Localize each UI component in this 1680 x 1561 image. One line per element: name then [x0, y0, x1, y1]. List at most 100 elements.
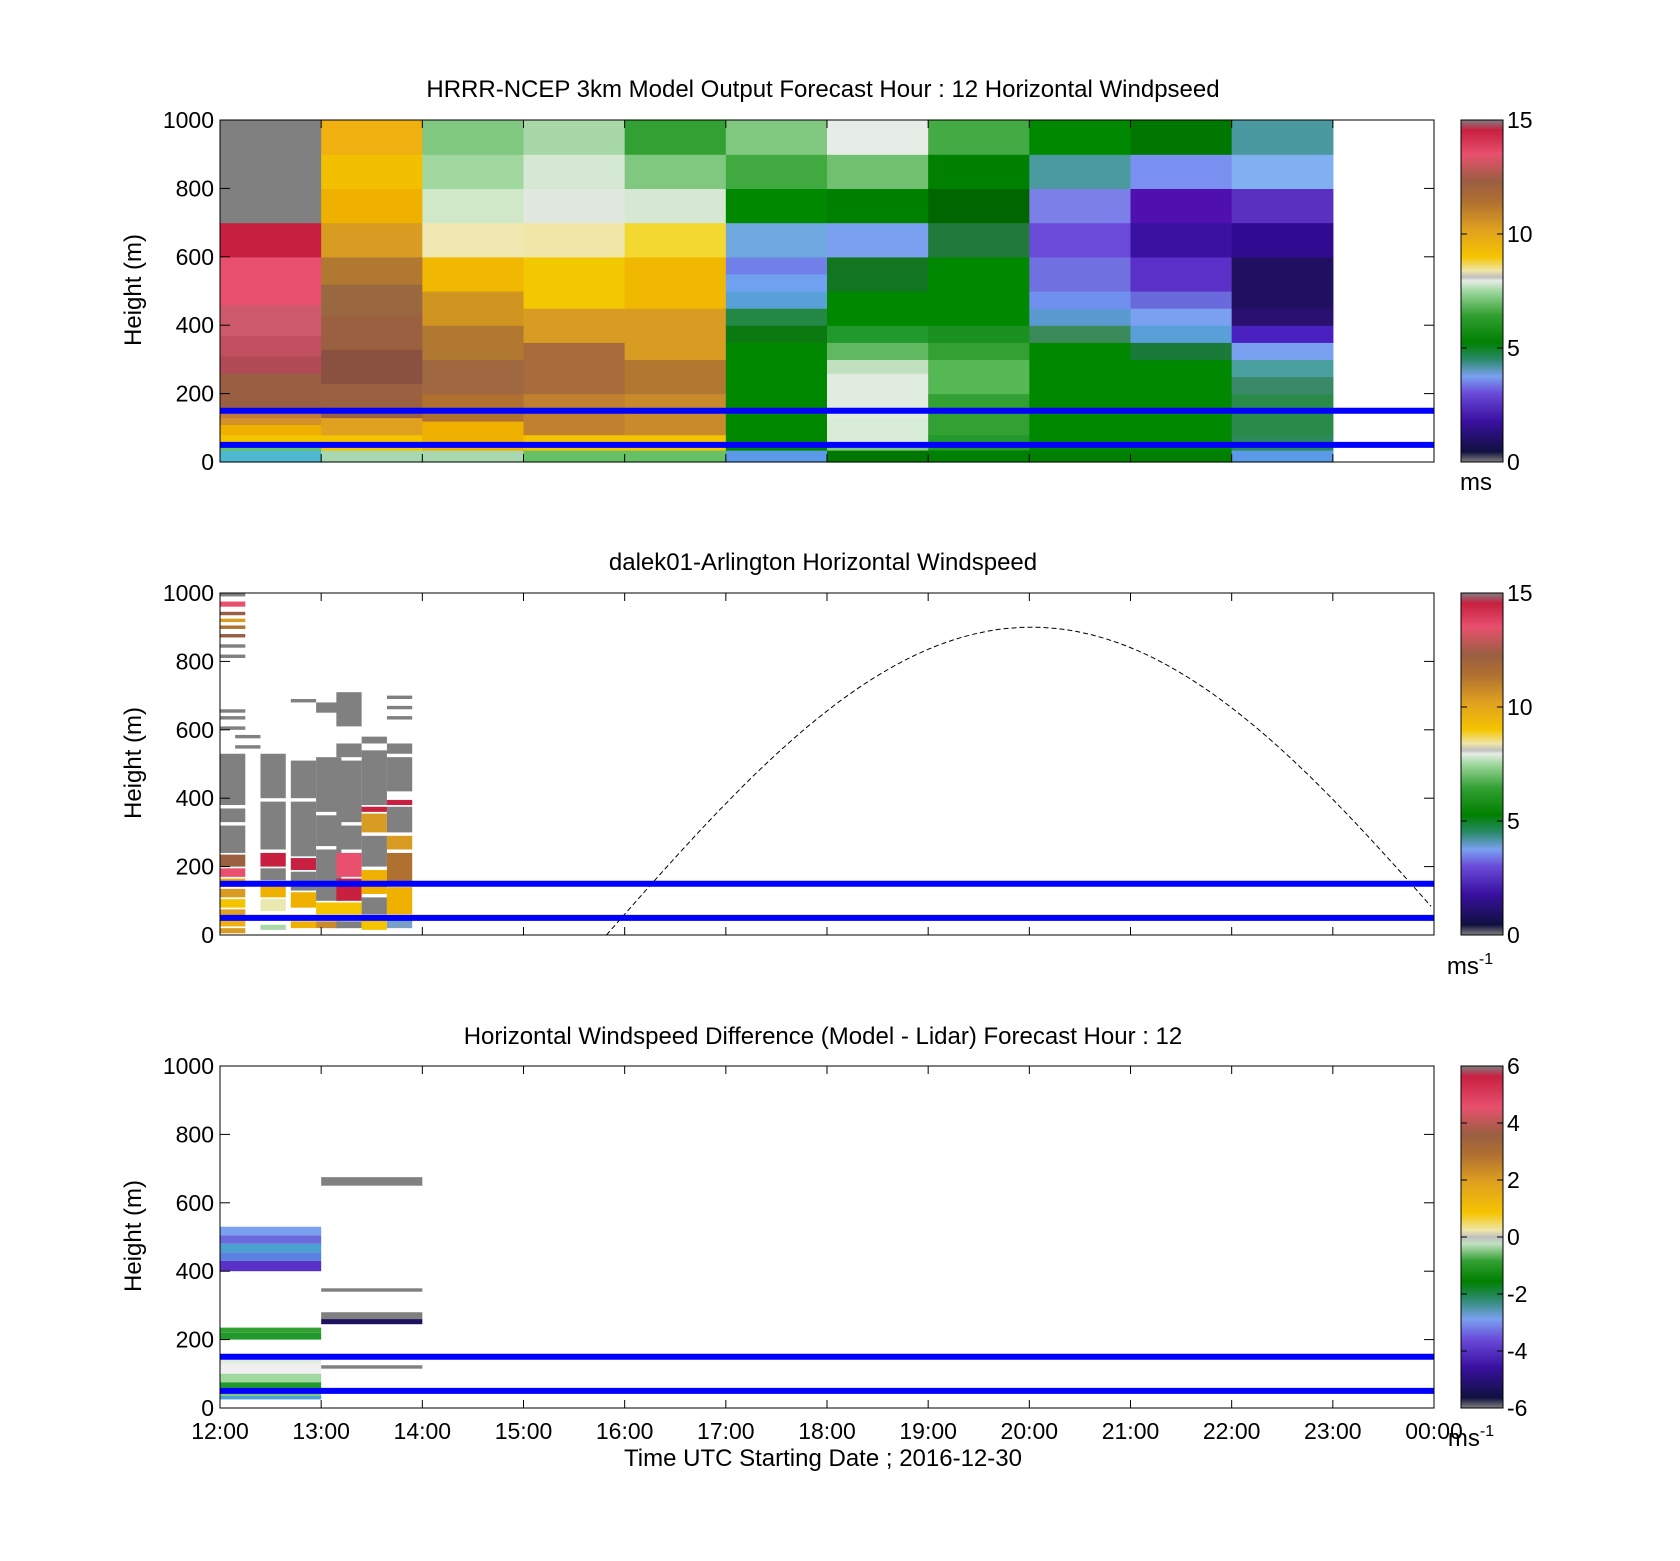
heatmap-cell: [1130, 308, 1233, 326]
lidar-gate: [220, 625, 246, 629]
lidar-gate: [220, 726, 246, 730]
heatmap-cell: [220, 424, 322, 436]
heatmap-cell: [1130, 154, 1233, 189]
heatmap-cell: [321, 314, 423, 350]
heatmap-cell: [624, 120, 727, 155]
lidar-gate: [290, 760, 317, 799]
lidar-gate: [260, 801, 286, 850]
x-tick-label: 19:00: [899, 1418, 957, 1444]
lidar-gate: [220, 593, 246, 597]
heatmap-cell: [928, 222, 1030, 258]
x-tick-label: 17:00: [697, 1418, 755, 1444]
difference-cell: [321, 1365, 423, 1369]
lidar-gate: [220, 716, 246, 720]
lidar-gate: [260, 899, 286, 912]
lidar-gate: [220, 909, 246, 917]
y-tick-label: 200: [176, 381, 214, 407]
lidar-gate: [336, 921, 362, 929]
heatmap-cell: [321, 120, 423, 155]
panel-model: HRRR-NCEP 3km Model Output Forecast Hour…: [120, 76, 1533, 496]
heatmap-cell: [1029, 308, 1132, 326]
y-tick-label: 0: [201, 1395, 214, 1421]
solar-elevation-curve: [606, 626, 1432, 936]
y-tick-label: 400: [176, 1258, 214, 1284]
heatmap-cell: [624, 256, 727, 309]
heatmap-cell: [928, 154, 1030, 189]
heatmap-cell: [928, 188, 1030, 224]
heatmap-cell: [1029, 291, 1132, 309]
heatmap-cell: [1130, 188, 1233, 224]
panel-lidar: dalek01-Arlington Horizontal Windspeed 0…: [120, 549, 1533, 980]
difference-cell: [220, 1226, 322, 1236]
heatmap-cell: [523, 154, 626, 189]
panel-difference-colorbar: -6 -4 -2 0 2 4 6: [1460, 1053, 1528, 1421]
lidar-gate: [220, 654, 246, 658]
y-tick-label: 200: [176, 854, 214, 880]
heatmap-cell: [928, 325, 1030, 343]
heatmap-cell: [321, 188, 423, 224]
difference-cell: [321, 1288, 423, 1292]
colorbar-tick-label: 10: [1507, 221, 1533, 247]
heatmap-cell: [725, 222, 828, 258]
lidar-gate: [220, 634, 246, 638]
lidar-gate: [386, 743, 413, 754]
panel-lidar-colorbar-unit-base: ms: [1447, 953, 1479, 980]
colorbar-tick-label: 15: [1507, 580, 1533, 606]
x-tick-label: 20:00: [1001, 1418, 1059, 1444]
heatmap-cell: [422, 222, 525, 258]
heatmap-cell: [1029, 154, 1132, 189]
y-tick-label: 600: [176, 717, 214, 743]
lidar-gate: [386, 757, 413, 792]
heatmap-cell: [725, 120, 828, 155]
y-tick-label: 1000: [163, 1053, 214, 1079]
heatmap-cell: [523, 222, 626, 258]
lidar-gate: [336, 743, 362, 758]
heatmap-cell: [827, 222, 929, 258]
heatmap-cell: [827, 188, 929, 224]
heatmap-cell: [1130, 222, 1233, 258]
x-tick-label: 15:00: [495, 1418, 553, 1444]
heatmap-cell: [1231, 308, 1334, 326]
heatmap-cell: [422, 450, 525, 463]
panel-difference-colorbar-unit-base: ms: [1448, 1425, 1480, 1452]
difference-cell: [220, 1243, 322, 1253]
heatmap-cell: [928, 342, 1030, 360]
panel-lidar-plot: 0 200 400 600 800 1000: [163, 580, 1435, 948]
lidar-gate: [336, 902, 362, 915]
lidar-gate: [220, 709, 246, 713]
heatmap-cell: [523, 450, 626, 463]
panel-lidar-ylabel: Height (m): [120, 707, 147, 819]
heatmap-cell: [220, 373, 322, 408]
lidar-gate: [316, 702, 342, 713]
difference-cell: [220, 1356, 322, 1364]
heatmap-cell: [1130, 342, 1233, 360]
panel-lidar-title: dalek01-Arlington Horizontal Windspeed: [609, 549, 1037, 576]
lidar-gate: [290, 699, 317, 703]
heatmap-cell: [725, 308, 828, 326]
lidar-gate: [260, 924, 286, 930]
panel-difference-colorbar-unit: ms-1: [1448, 1423, 1494, 1452]
lidar-gate: [386, 835, 413, 850]
x-tick-label: 21:00: [1102, 1418, 1160, 1444]
difference-cell: [321, 1177, 423, 1186]
heatmap-cell: [624, 393, 727, 436]
heatmap-cell: [1130, 120, 1233, 155]
x-tick-label: 14:00: [394, 1418, 452, 1444]
panel-difference-plot: 0 200 400 600 800 1000: [163, 1053, 1435, 1421]
lidar-gate: [386, 917, 413, 929]
lidar-gate: [361, 835, 387, 867]
heatmap-cell: [1231, 393, 1334, 436]
difference-cell: [220, 1327, 322, 1333]
colorbar-tick-label: 2: [1507, 1167, 1520, 1193]
lidar-gate: [386, 852, 413, 884]
heatmap-cell: [422, 154, 525, 189]
heatmap-cell: [1231, 359, 1334, 378]
panel-model-colorbar-unit: ms: [1460, 469, 1492, 496]
x-tick-label: 13:00: [292, 1418, 350, 1444]
colorbar-tick-label: 0: [1507, 922, 1520, 948]
heatmap-cell: [725, 450, 828, 463]
heatmap-cell: [422, 120, 525, 155]
x-tick-label: 00:00: [1405, 1418, 1463, 1444]
lidar-gate: [235, 734, 261, 739]
lidar-gate: [290, 858, 317, 871]
